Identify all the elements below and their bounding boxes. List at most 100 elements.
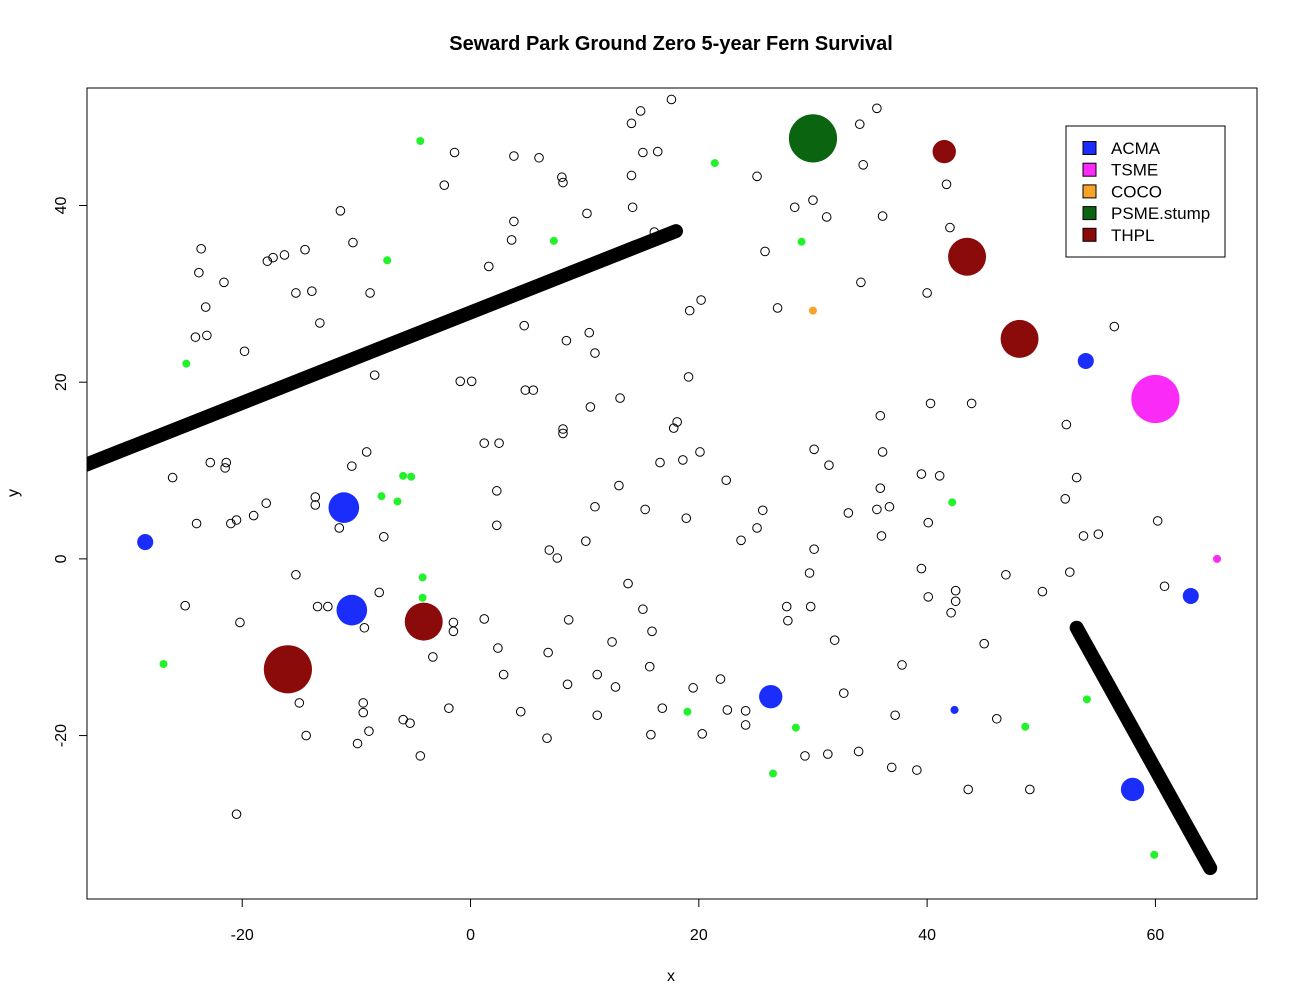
dead-fern-point [838, 688, 849, 698]
dead-fern-point [466, 376, 477, 387]
dead-ferns [167, 94, 1170, 819]
dead-fern-point [231, 515, 242, 525]
dead-fern-point [231, 809, 242, 819]
dead-fern-point [649, 227, 660, 237]
legend-label: PSME.stump [1111, 204, 1210, 223]
dead-fern-point [307, 286, 317, 296]
dead-fern-point [449, 147, 460, 158]
dead-fern-point [491, 486, 502, 496]
tree-point [404, 602, 443, 641]
dead-fern-point [875, 483, 886, 493]
dead-fern-point [607, 637, 617, 647]
dead-fern-point [610, 682, 621, 692]
dead-fern-point [890, 710, 900, 721]
dead-fern-point [804, 568, 815, 578]
dead-fern-point [563, 615, 574, 625]
dead-fern-point [923, 517, 934, 528]
live-fern-point [948, 498, 957, 507]
dead-fern-point [872, 103, 882, 114]
trail-line [87, 224, 683, 472]
dead-fern-point [581, 536, 591, 547]
dead-fern-point [358, 707, 369, 718]
dead-fern-point [853, 746, 864, 757]
dead-fern-point [966, 398, 977, 409]
live-fern-point [416, 137, 425, 146]
dead-fern-point [415, 751, 426, 761]
tree-point [336, 594, 368, 626]
dead-fern-point [854, 119, 865, 130]
dead-fern-point [856, 277, 866, 288]
tree-point [759, 685, 783, 709]
live-fern-point [797, 237, 806, 246]
live-fern-point [393, 497, 402, 506]
legend-label: THPL [1111, 226, 1154, 245]
dead-fern-point [194, 267, 204, 278]
dead-fern-point [558, 428, 568, 439]
dead-fern-point [439, 180, 450, 190]
dead-fern-point [640, 504, 650, 515]
tree-point [948, 237, 987, 276]
dead-fern-point [268, 252, 278, 263]
dead-fern-point [809, 444, 819, 455]
dead-fern-point [722, 705, 733, 715]
dead-fern-point [323, 601, 333, 612]
dead-fern-point [872, 504, 882, 515]
dead-fern-point [715, 674, 726, 684]
dead-fern-point [205, 457, 216, 468]
dead-fern-point [979, 638, 989, 649]
live-fern-point [1021, 722, 1030, 731]
tree-point [1131, 374, 1180, 424]
dead-fern-point [638, 147, 648, 158]
dead-fern-point [202, 330, 212, 341]
dead-fern-point [248, 510, 259, 521]
y-tick-label: 0 [53, 554, 70, 563]
dead-fern-point [301, 730, 311, 741]
tree-point [137, 534, 154, 551]
dead-fern-point [897, 660, 907, 670]
dead-fern-point [886, 762, 897, 773]
dead-fern-point [1060, 494, 1071, 504]
dead-fern-point [946, 607, 956, 618]
dead-fern-point [644, 661, 655, 672]
tree-point [1182, 587, 1199, 605]
live-fern-point [710, 159, 719, 168]
dead-fern-point [167, 472, 178, 483]
dead-fern-point [365, 288, 375, 298]
dead-fern-point [681, 513, 692, 524]
dead-fern-point [491, 520, 502, 531]
dead-fern-point [310, 492, 321, 502]
dead-fern-point [509, 216, 519, 227]
dead-fern-point [506, 235, 517, 245]
dead-fern-point [912, 765, 922, 775]
dead-fern-point [261, 498, 272, 509]
dead-fern-point [875, 410, 886, 421]
dead-fern-point [558, 177, 568, 188]
dead-fern-point [515, 706, 526, 717]
dead-fern-point [544, 545, 555, 555]
legend-label: TSME [1111, 161, 1158, 180]
live-fern-point [791, 723, 800, 732]
dead-fern-point [310, 500, 321, 510]
dead-fern-point [805, 601, 816, 612]
dead-fern-point [809, 544, 819, 554]
dead-fern-point [684, 305, 695, 316]
dead-fern-point [562, 679, 573, 690]
dead-fern-point [1152, 516, 1163, 526]
tree-point [932, 139, 956, 164]
dead-fern-point [858, 160, 868, 170]
live-fern-point [683, 707, 692, 716]
dead-fern-point [592, 710, 603, 721]
dead-fern-point [220, 463, 230, 473]
dead-fern-point [922, 288, 932, 298]
dead-fern-point [783, 615, 793, 626]
dead-fern-point [800, 751, 810, 761]
dead-fern-point [760, 246, 770, 257]
dead-fern-point [772, 303, 783, 313]
dead-fern-point [877, 447, 888, 457]
dead-fern-point [352, 738, 363, 749]
dead-fern-point [584, 327, 595, 338]
dead-fern-point [884, 501, 895, 512]
dead-fern-point [655, 457, 665, 468]
x-tick-label: -20 [231, 927, 254, 944]
dead-fern-point [626, 170, 637, 181]
